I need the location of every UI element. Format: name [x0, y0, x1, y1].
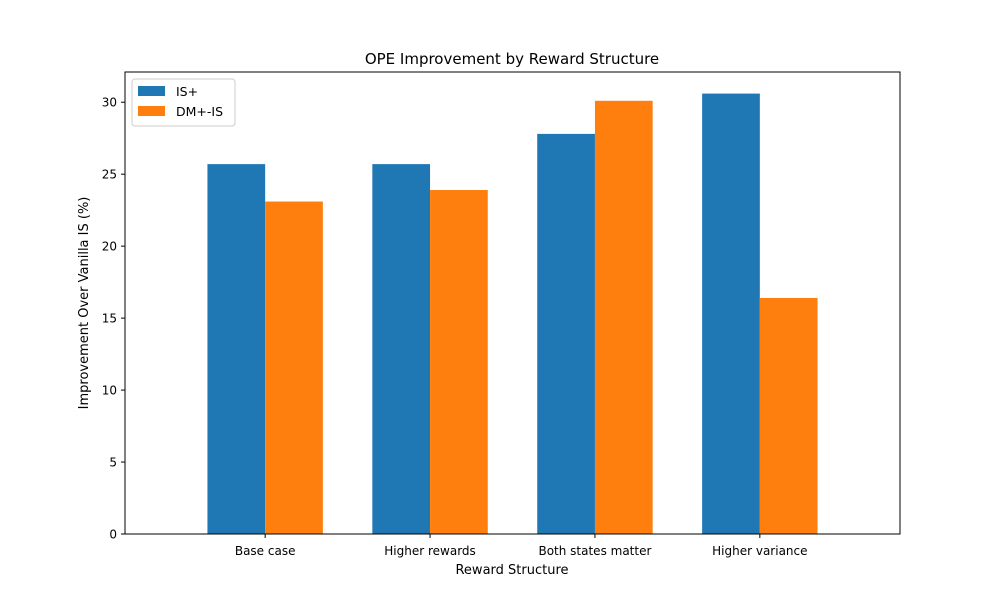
y-axis-ticks: 0 5 10 15 20 25 30	[102, 96, 125, 542]
y-tick-label: 25	[102, 168, 117, 182]
chart-title: OPE Improvement by Reward Structure	[365, 50, 659, 68]
x-tick-label: Base case	[235, 544, 296, 558]
x-tick-label: Higher rewards	[384, 544, 476, 558]
bar-dm-is-higher-variance	[759, 297, 818, 534]
y-tick-label: 30	[102, 96, 117, 110]
x-tick-label: Higher variance	[712, 544, 807, 558]
x-axis-ticks: Base case Higher rewards Both states matte…	[235, 534, 808, 558]
bar-is--higher-rewards	[372, 164, 431, 534]
x-axis-label: Reward Structure	[455, 563, 568, 578]
y-tick-label: 20	[102, 240, 117, 254]
y-tick-label: 0	[109, 528, 117, 542]
bar-is--higher-variance	[702, 93, 760, 535]
y-axis-label: Improvement Over Vanilla IS (%)	[77, 197, 92, 410]
y-tick-label: 10	[102, 384, 117, 398]
bar-is--both-states-matter	[537, 133, 595, 534]
legend-swatch	[138, 106, 165, 116]
legend-swatch	[138, 86, 165, 96]
legend-label: DM+-IS	[176, 104, 223, 119]
bars-layer	[207, 93, 818, 535]
legend-label: IS+	[176, 84, 198, 99]
y-tick-label: 5	[109, 456, 117, 470]
y-tick-label: 15	[102, 312, 117, 326]
bar-is--base-case	[207, 164, 266, 534]
legend: IS+ DM+-IS	[131, 78, 236, 127]
bar-dm-is-higher-rewards	[430, 190, 488, 535]
bar-dm-is-base-case	[265, 201, 323, 534]
x-tick-label: Both states matter	[538, 544, 651, 558]
plot-frame	[124, 71, 901, 535]
bar-dm-is-both-states-matter	[594, 100, 653, 535]
